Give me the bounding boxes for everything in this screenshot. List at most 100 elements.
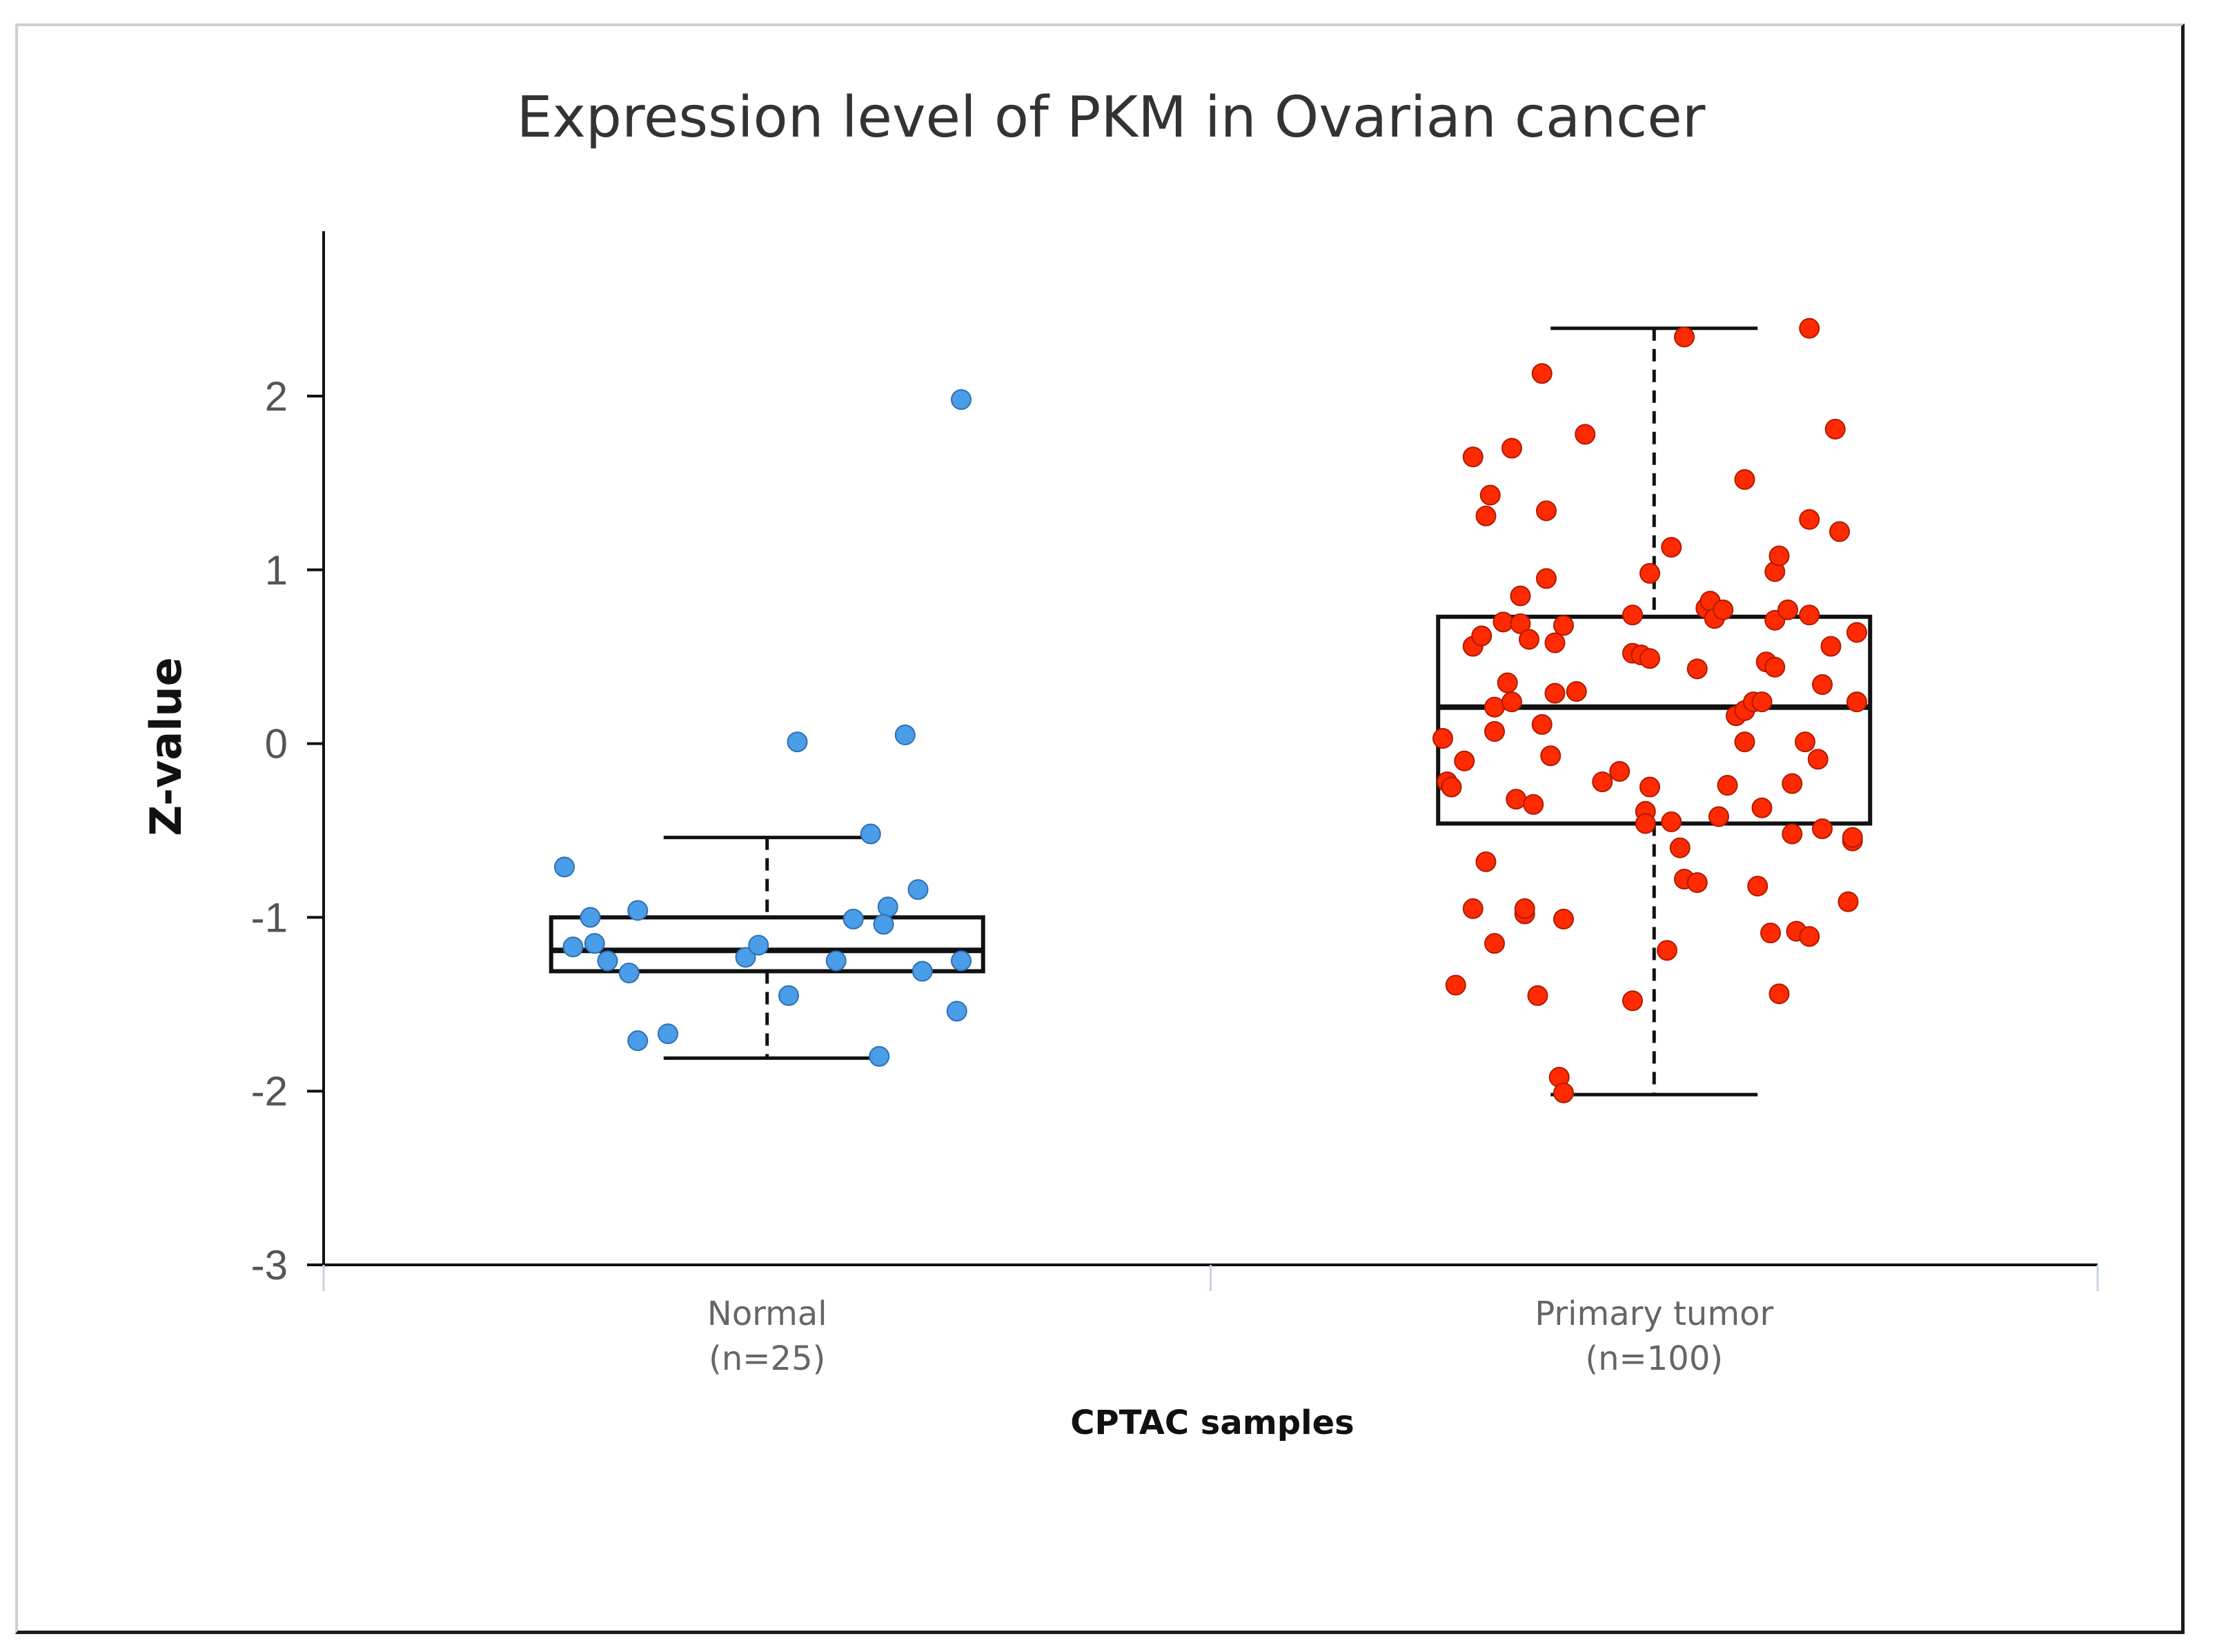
data-point (787, 731, 808, 753)
data-point (1544, 682, 1566, 704)
data-point (1635, 813, 1656, 834)
data-point (1622, 604, 1643, 626)
plot-area (549, 317, 1873, 1103)
x-axis: Normal (n=25) Primary tumor (n=100) (322, 1263, 2099, 1378)
x-tick-label: Primary tumor (1535, 1295, 1773, 1333)
data-point (1829, 521, 1850, 542)
data-point (1575, 424, 1596, 445)
iqr-box (549, 915, 985, 974)
data-point (1799, 604, 1820, 626)
data-point (1799, 509, 1820, 530)
data-point (1514, 898, 1535, 919)
y-tick-label: -3 (251, 1242, 288, 1288)
data-point (1462, 446, 1484, 468)
data-point (1751, 797, 1773, 818)
data-point (907, 879, 929, 901)
data-point (1639, 562, 1660, 584)
data-point (1553, 908, 1574, 930)
data-point (951, 389, 972, 411)
data-point (1519, 629, 1539, 650)
x-tick-sample-count: (n=100) (1585, 1339, 1723, 1378)
data-point (1661, 537, 1682, 558)
data-point (1475, 851, 1497, 872)
data-point (1553, 1082, 1574, 1103)
data-point (1768, 983, 1790, 1005)
data-point (1842, 827, 1863, 848)
data-point (1812, 673, 1833, 695)
data-point (1639, 776, 1660, 798)
data-point (1782, 823, 1803, 845)
data-point (1734, 469, 1755, 490)
data-point (1807, 749, 1829, 770)
data-point (1454, 750, 1475, 771)
data-point (1674, 326, 1695, 348)
data-point (1751, 691, 1773, 713)
data-point (1531, 363, 1553, 384)
data-point (1506, 789, 1527, 810)
data-point (1713, 599, 1734, 620)
data-point (1484, 720, 1505, 742)
data-point (1501, 691, 1522, 713)
data-point (1799, 317, 1820, 339)
data-point (658, 1023, 678, 1045)
y-axis-title: Z-value (141, 657, 191, 836)
data-point (1479, 484, 1501, 506)
data-point (554, 856, 575, 878)
data-point (946, 1001, 967, 1022)
data-point (843, 908, 864, 930)
group-primary-tumor (1432, 317, 1873, 1103)
data-point (1475, 505, 1497, 527)
x-tick-label: Normal (707, 1295, 827, 1333)
data-point (1540, 745, 1561, 767)
x-axis-title: CPTAC samples (1070, 1404, 1354, 1442)
data-point (1484, 933, 1505, 954)
group-normal (549, 389, 985, 1067)
data-point (1492, 611, 1514, 633)
data-point (1566, 681, 1587, 702)
data-point (627, 1030, 649, 1052)
data-point (584, 933, 605, 954)
data-point (1686, 872, 1708, 894)
data-point (1484, 696, 1505, 718)
data-point (1824, 418, 1846, 440)
data-point (873, 914, 894, 935)
data-point (618, 962, 640, 983)
data-point (1432, 728, 1453, 749)
data-point (1510, 585, 1531, 607)
data-point (562, 936, 584, 958)
data-point (735, 947, 756, 968)
y-axis: -3 -2 -1 0 1 2 (251, 231, 325, 1288)
data-point (778, 985, 799, 1006)
data-point (1553, 615, 1574, 636)
data-point (825, 950, 847, 972)
data-point (580, 907, 601, 928)
data-point (627, 900, 649, 921)
data-point (1622, 990, 1643, 1012)
data-point (1837, 891, 1859, 912)
data-point (869, 1045, 890, 1067)
data-point (912, 961, 933, 982)
data-point (1669, 837, 1691, 858)
y-tick-label: -2 (251, 1068, 288, 1114)
data-point (1708, 806, 1729, 827)
data-point (1820, 636, 1842, 657)
data-point (748, 934, 769, 956)
data-point (877, 896, 898, 918)
data-point (1592, 771, 1613, 792)
data-point (1501, 437, 1522, 459)
data-point (860, 823, 881, 845)
data-point (1523, 794, 1544, 815)
y-tick-label: -1 (251, 894, 288, 941)
x-tick-sample-count: (n=25) (709, 1339, 825, 1378)
chart-title: Expression level of PKM in Ovarian cance… (517, 85, 1706, 150)
data-point (1445, 974, 1466, 996)
data-point (1536, 500, 1557, 522)
data-point (1764, 656, 1786, 678)
data-point (1777, 599, 1798, 620)
y-tick-label: 1 (265, 547, 288, 593)
data-point (1782, 773, 1803, 794)
data-point (1846, 691, 1867, 713)
data-point (1657, 940, 1677, 961)
data-point (1747, 876, 1768, 897)
data-point (1462, 898, 1484, 919)
